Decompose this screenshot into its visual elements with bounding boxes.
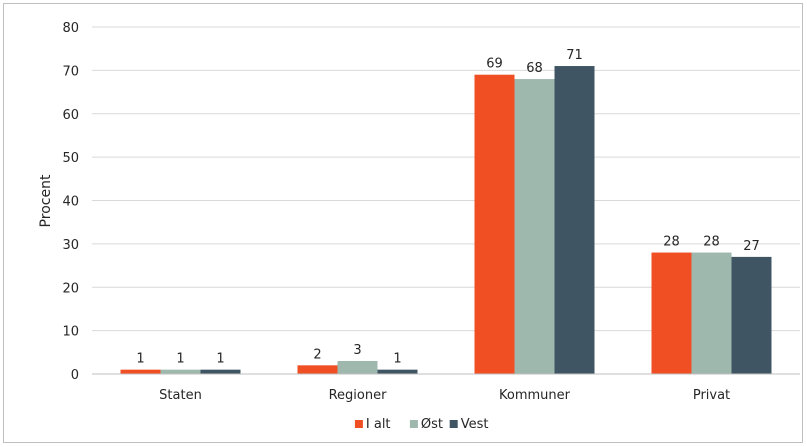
data-label: 69 — [486, 57, 503, 72]
y-tick-label: 30 — [62, 238, 79, 253]
data-labels: 1 1 1 2 3 1 69 68 71 28 28 27 — [136, 48, 759, 367]
bar-øst-regioner — [337, 360, 378, 374]
data-label: 1 — [393, 352, 401, 367]
data-label: 2 — [313, 347, 321, 362]
data-label: 1 — [216, 352, 224, 367]
y-tick-label: 0 — [71, 368, 79, 383]
y-tick-label: 20 — [62, 281, 79, 296]
y-tick-label: 70 — [62, 64, 79, 79]
legend-swatch — [449, 420, 458, 428]
bars — [120, 66, 772, 375]
legend-label: Øst — [421, 417, 443, 432]
bar-i-alt-regioner — [297, 365, 338, 374]
y-tick-label: 40 — [62, 195, 79, 210]
bar-i-alt-staten — [120, 369, 161, 374]
legend-label: Vest — [461, 417, 489, 432]
y-tick-label: 50 — [62, 151, 79, 166]
bar-øst-privat — [691, 252, 732, 374]
bar-øst-kommuner — [514, 79, 555, 375]
data-label: 28 — [663, 235, 680, 250]
bar-i-alt-kommuner — [474, 74, 515, 375]
data-label: 1 — [176, 352, 184, 367]
x-axis-ticks: Staten Regioner Kommuner Privat — [159, 388, 730, 403]
data-label: 68 — [526, 61, 543, 76]
data-label: 71 — [566, 48, 583, 63]
bar-vest-privat — [731, 256, 772, 374]
data-label: 27 — [743, 239, 760, 254]
x-tick-label: Staten — [159, 388, 202, 403]
bar-vest-kommuner — [554, 66, 595, 374]
legend-label: I alt — [366, 417, 391, 432]
legend-swatch — [354, 420, 363, 428]
y-tick-label: 60 — [62, 108, 79, 123]
x-tick-label: Regioner — [329, 388, 388, 403]
bar-øst-staten — [160, 369, 201, 374]
legend-swatch — [409, 420, 418, 428]
x-tick-label: Kommuner — [499, 388, 571, 403]
x-tick-label: Privat — [693, 388, 730, 403]
data-label: 1 — [136, 352, 144, 367]
bar-i-alt-privat — [651, 252, 692, 374]
legend: I alt Øst Vest — [354, 417, 489, 432]
data-label: 28 — [703, 235, 720, 250]
y-axis-ticks: 0 10 20 30 40 50 60 70 80 — [62, 21, 79, 383]
y-tick-label: 10 — [62, 325, 79, 340]
y-tick-label: 80 — [62, 21, 79, 36]
y-axis-label: Procent — [38, 174, 54, 227]
bar-vest-staten — [200, 369, 241, 374]
bar-vest-regioner — [377, 369, 418, 374]
data-label: 3 — [353, 343, 361, 358]
